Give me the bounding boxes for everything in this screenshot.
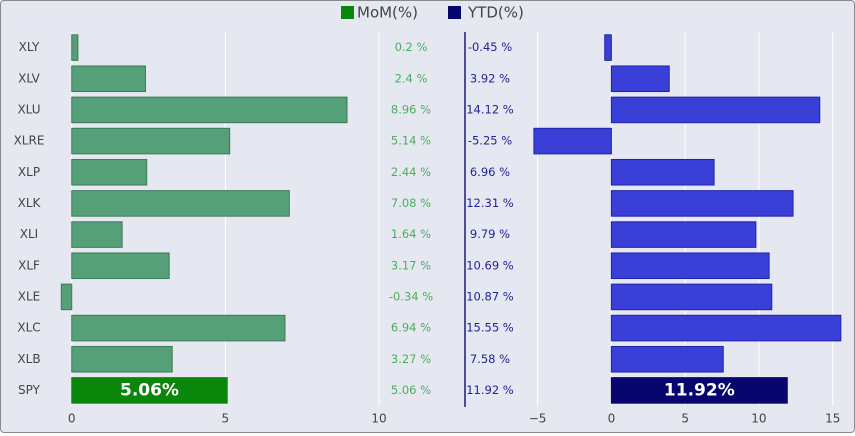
mom-bar-xly[interactable] xyxy=(71,34,79,61)
ytd-value-label: 12.31 % xyxy=(466,196,514,210)
mom-bar-spy[interactable] xyxy=(71,377,228,404)
category-label: SPY xyxy=(18,383,41,397)
mom-bar-xlc[interactable] xyxy=(71,314,286,342)
category-label: XLU xyxy=(17,102,40,116)
ytd-bar-xlp[interactable] xyxy=(610,158,715,186)
category-label: XLI xyxy=(20,227,38,241)
ytd-value-label: -0.45 % xyxy=(468,40,512,54)
mom-bar-xlk[interactable] xyxy=(71,190,290,217)
category-label: XLE xyxy=(18,289,41,303)
category-label: XLV xyxy=(18,71,41,85)
ytd-value-label: -5.25 % xyxy=(468,134,512,148)
mom-value-label: 5.06 % xyxy=(391,383,431,397)
mom-value-label: -0.34 % xyxy=(389,289,433,303)
category-label: XLK xyxy=(18,196,42,210)
mom-value-label: 1.64 % xyxy=(391,227,431,241)
ytd-bar-xlb[interactable] xyxy=(610,345,724,373)
category-label: XLF xyxy=(18,258,40,272)
mom-bar-xlf[interactable] xyxy=(71,252,170,280)
ytd-bar-xlf[interactable] xyxy=(610,252,770,280)
mom-tick-label: 0 xyxy=(68,412,76,426)
legend-label-ytd[interactable]: YTD(%) xyxy=(467,4,524,22)
ytd-value-label: 15.55 % xyxy=(466,321,514,335)
ytd-tick-label: −5 xyxy=(529,412,547,426)
ytd-bar-xli[interactable] xyxy=(610,221,757,248)
ytd-value-label: 3.92 % xyxy=(470,71,510,85)
category-label: XLRE xyxy=(14,134,45,148)
mom-value-label: 2.4 % xyxy=(395,71,428,85)
ytd-bar-xlre[interactable] xyxy=(533,127,612,155)
mom-tick-label: 10 xyxy=(371,412,386,426)
ytd-tick-label: 15 xyxy=(825,412,840,426)
mom-tick-label: 5 xyxy=(222,412,230,426)
ytd-bar-xlc[interactable] xyxy=(610,314,842,342)
ytd-tick-label: 0 xyxy=(608,412,616,426)
ytd-value-label: 10.69 % xyxy=(466,258,514,272)
category-label: XLB xyxy=(17,352,40,366)
ytd-bar-spy[interactable] xyxy=(610,377,788,404)
ytd-bar-xly[interactable] xyxy=(604,34,612,61)
mom-bar-xle[interactable] xyxy=(60,283,73,311)
bar-layer xyxy=(60,34,842,404)
ytd-tick-label: 10 xyxy=(751,412,766,426)
ytd-highlight-label: 11.92% xyxy=(664,380,735,400)
axis-layer: 0 5 10 −5 0 5 10 15 SPY XLB XLC XLE XLF XLI XLK XLP XLRE… xyxy=(14,32,840,426)
category-label: XLY xyxy=(19,40,40,54)
ytd-bar-xle[interactable] xyxy=(610,283,773,311)
mom-highlight-label: 5.06% xyxy=(120,380,179,400)
ytd-value-label: 7.58 % xyxy=(470,352,510,366)
mom-bar-xlre[interactable] xyxy=(71,127,231,155)
ytd-bar-xlk[interactable] xyxy=(610,190,794,217)
legend-label-mom[interactable]: MoM(%) xyxy=(357,4,418,22)
mom-value-label: 7.08 % xyxy=(391,196,431,210)
mom-value-label: 8.96 % xyxy=(391,102,431,116)
mom-value-label: 3.17 % xyxy=(391,258,431,272)
mom-value-label: 3.27 % xyxy=(391,352,431,366)
category-label: XLP xyxy=(18,165,40,179)
legend-swatch-ytd[interactable] xyxy=(448,6,461,19)
mom-bar-xlv[interactable] xyxy=(71,65,146,93)
legend[interactable]: MoM(%) YTD(%) xyxy=(341,4,524,22)
mom-bar-xlp[interactable] xyxy=(71,158,148,186)
grid-layer xyxy=(71,32,834,406)
ytd-bar-xlv[interactable] xyxy=(610,65,670,93)
mom-bar-xli[interactable] xyxy=(71,221,123,248)
ytd-value-label: 9.79 % xyxy=(470,227,510,241)
ytd-bar-xlu[interactable] xyxy=(610,96,821,124)
label-layer: 5.06% 5.06 % 11.92% 11.92 % 3.27 % 7.58 % 6.94… xyxy=(120,40,735,400)
mom-value-label: 2.44 % xyxy=(391,165,431,179)
category-label: XLC xyxy=(17,321,40,335)
mom-value-label: 6.94 % xyxy=(391,321,431,335)
ytd-value-label: 10.87 % xyxy=(466,289,514,303)
ytd-value-label: 6.96 % xyxy=(470,165,510,179)
ytd-value-label: 11.92 % xyxy=(466,383,514,397)
legend-swatch-mom[interactable] xyxy=(341,6,354,19)
mom-value-label: 0.2 % xyxy=(395,40,428,54)
mom-bar-xlb[interactable] xyxy=(71,345,173,373)
ytd-value-label: 14.12 % xyxy=(466,102,514,116)
mom-value-label: 5.14 % xyxy=(391,134,431,148)
mom-bar-xlu[interactable] xyxy=(71,96,348,124)
ytd-tick-label: 5 xyxy=(681,412,689,426)
